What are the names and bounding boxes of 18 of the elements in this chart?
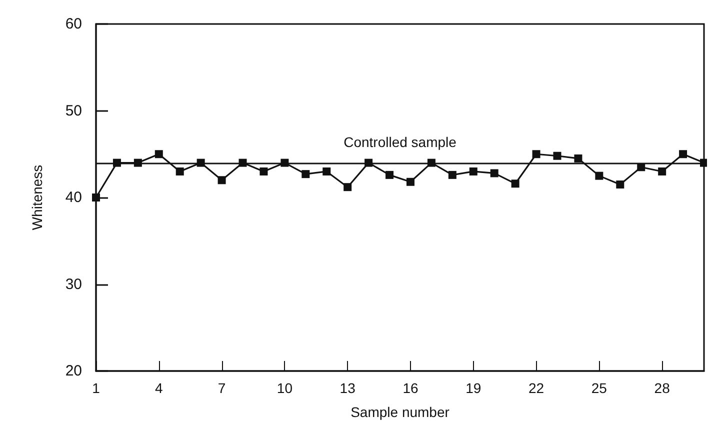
y-tick-label: 30	[65, 276, 82, 293]
ref-line-label: Controlled sample	[344, 134, 457, 150]
y-axis-title: Whiteness	[29, 164, 45, 230]
y-tick-label: 60	[65, 16, 82, 32]
x-tick-label: 16	[402, 380, 418, 396]
x-tick-label: 19	[466, 380, 482, 396]
x-tick-label: 22	[528, 380, 544, 396]
y-tick-label: 40	[65, 189, 82, 206]
x-tick-label: 1	[92, 380, 100, 396]
y-tick-label: 20	[65, 362, 82, 380]
x-tick-label: 10	[276, 380, 293, 396]
x-tick-label: 25	[591, 380, 608, 396]
x-tick-label: 13	[340, 380, 356, 396]
x-tick-label: 7	[218, 380, 226, 396]
y-tick-label: 50	[65, 102, 82, 120]
x-tick-label: 4	[155, 380, 163, 396]
x-tick-label: 28	[654, 380, 670, 396]
x-axis-title: Sample number	[350, 404, 450, 420]
